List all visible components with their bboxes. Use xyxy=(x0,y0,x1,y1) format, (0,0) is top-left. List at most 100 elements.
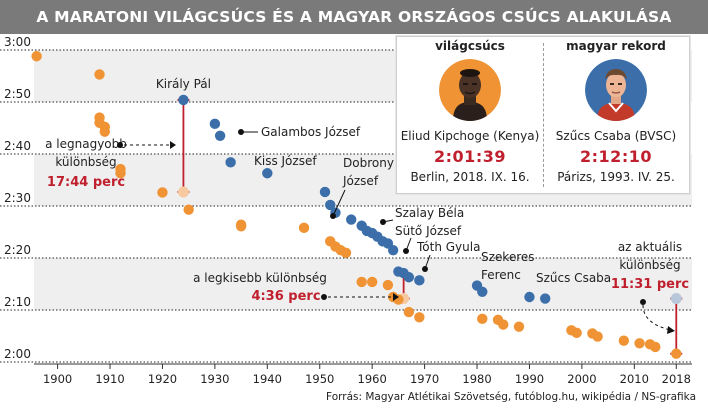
hungarian-point xyxy=(524,291,535,303)
world-point xyxy=(115,168,126,179)
world-point xyxy=(618,335,630,346)
world-point xyxy=(592,331,603,342)
world-point xyxy=(414,312,425,323)
world-point xyxy=(183,204,194,215)
y-axis: 2:00 2:10 2:20 2:30 2:40 2:50 3:00 xyxy=(4,35,31,361)
leader-dot xyxy=(238,129,244,135)
x-tick-label: 1910 xyxy=(95,372,124,386)
portrait-szucs-icon xyxy=(585,59,647,121)
annotation-kiss-jozsef: Kiss József xyxy=(254,154,317,168)
x-tick-label: 2010 xyxy=(620,372,649,386)
gap-ref-dot xyxy=(177,186,189,198)
chart-title: A MARATONI VILÁGCSÚCS ÉS A MAGYAR ORSZÁG… xyxy=(36,8,672,26)
legend-divider xyxy=(543,43,544,187)
legend-hungarian-time: 2:12:10 xyxy=(580,147,652,166)
hungarian-point xyxy=(262,168,273,179)
annotation-toth-gyula: Tóth Gyula xyxy=(416,240,480,254)
hungarian-point xyxy=(346,214,357,225)
arrow-head-icon xyxy=(393,293,399,301)
hungarian-record-series xyxy=(178,94,551,304)
annotation-szekeres-2: Ferenc xyxy=(481,268,521,282)
gap-value-max: 17:44 perc xyxy=(47,175,125,190)
gap-label-current-2: különbség xyxy=(619,258,680,272)
x-axis: 1900 1910 1920 1930 1940 1950 1960 1970 1980 1990… xyxy=(34,363,692,386)
world-point xyxy=(382,279,394,291)
y-tick-label: 3:00 xyxy=(4,35,31,49)
world-record-series xyxy=(31,51,682,359)
leader-dot xyxy=(330,213,336,219)
hungarian-point xyxy=(214,130,226,141)
x-tick-label: 2018 xyxy=(662,372,691,386)
hungarian-point xyxy=(178,94,189,106)
portrait-kipchoge-icon xyxy=(439,59,501,121)
gap-label-current: az aktuális xyxy=(618,240,682,254)
world-point xyxy=(94,69,105,80)
legend-world-time: 2:01:39 xyxy=(434,147,506,166)
y-tick-label: 2:50 xyxy=(4,87,31,101)
annotation-dobronyi-2: József xyxy=(342,174,379,188)
world-point xyxy=(403,306,415,318)
world-point xyxy=(356,276,367,288)
x-tick-label: 1940 xyxy=(253,372,282,386)
x-tick-label: 1970 xyxy=(410,372,439,386)
world-point xyxy=(31,51,42,62)
title-bar: A MARATONI VILÁGCSÚCS ÉS A MAGYAR ORSZÁG… xyxy=(0,0,708,34)
hungarian-point xyxy=(225,157,236,168)
gap-ref-dot xyxy=(670,293,682,305)
leader-dot xyxy=(640,299,646,305)
y-tick-label: 2:00 xyxy=(4,347,31,361)
hungarian-point xyxy=(325,199,336,211)
annotation-galambos-jozsef: Galambos József xyxy=(261,125,361,139)
legend-hungarian: magyar rekord Szűcs Csaba (BVSC) 2:12:10… xyxy=(543,37,689,193)
hungarian-point xyxy=(414,275,425,286)
world-point xyxy=(498,319,509,330)
leader-dot xyxy=(422,266,428,272)
y-tick-label: 2:20 xyxy=(4,243,31,257)
gap-value-min: 4:36 perc xyxy=(251,289,320,304)
source-note: Forrás: Magyar Atlétikai Szövetség, futó… xyxy=(326,391,696,403)
x-tick-label: 1960 xyxy=(358,372,387,386)
world-point xyxy=(571,327,582,339)
leader-dot xyxy=(321,294,327,300)
arrow-head-icon xyxy=(667,326,675,334)
annotation-szucs-csaba: Szűcs Csaba xyxy=(536,271,611,285)
legend-hungarian-place: Párizs, 1993. IV. 25. xyxy=(557,170,675,184)
legend-hungarian-header: magyar rekord xyxy=(566,39,666,53)
hungarian-point xyxy=(477,286,488,297)
x-tick-label: 1990 xyxy=(515,372,544,386)
legend-world-header: világcsúcs xyxy=(435,39,505,53)
world-point xyxy=(157,187,168,198)
legend-world-place: Berlin, 2018. IX. 16. xyxy=(410,170,530,184)
annotation-kiraly-pal: Király Pál xyxy=(156,77,211,91)
world-point xyxy=(235,221,247,232)
world-point xyxy=(671,348,682,359)
world-point xyxy=(634,338,645,349)
x-tick-label: 2000 xyxy=(567,372,596,386)
annotation-suto-jozsef: Sütő József xyxy=(395,224,462,238)
hungarian-point xyxy=(209,118,221,130)
world-point xyxy=(650,341,661,353)
legend-box: világcsúcs Eliud Kipchoge (Kenya) 2:01:3… xyxy=(396,36,690,194)
gap-label-max: a legnagyobb xyxy=(45,137,127,151)
annotation-szekeres: Szekeres xyxy=(481,250,535,264)
x-tick-label: 1920 xyxy=(148,372,177,386)
arrow-head-icon xyxy=(170,141,176,149)
y-tick-label: 2:30 xyxy=(4,191,31,205)
leader-dot xyxy=(117,142,123,148)
x-tick-label: 1930 xyxy=(200,372,229,386)
world-point xyxy=(340,247,352,258)
annotation-szalay-bela: Szalay Béla xyxy=(395,206,464,220)
gap-label-min: a legkisebb különbség xyxy=(193,271,327,285)
leader-line xyxy=(332,189,346,217)
leader-dot xyxy=(380,219,386,225)
world-point xyxy=(366,276,378,288)
y-tick-label: 2:40 xyxy=(4,139,31,153)
x-tick-label: 1900 xyxy=(43,372,72,386)
x-tick-label: 1980 xyxy=(462,372,491,386)
world-point xyxy=(99,126,110,137)
hungarian-point xyxy=(403,272,415,283)
leader-dot xyxy=(403,248,409,254)
gap-label-max-2: különbség xyxy=(55,155,116,169)
world-point xyxy=(513,321,525,332)
